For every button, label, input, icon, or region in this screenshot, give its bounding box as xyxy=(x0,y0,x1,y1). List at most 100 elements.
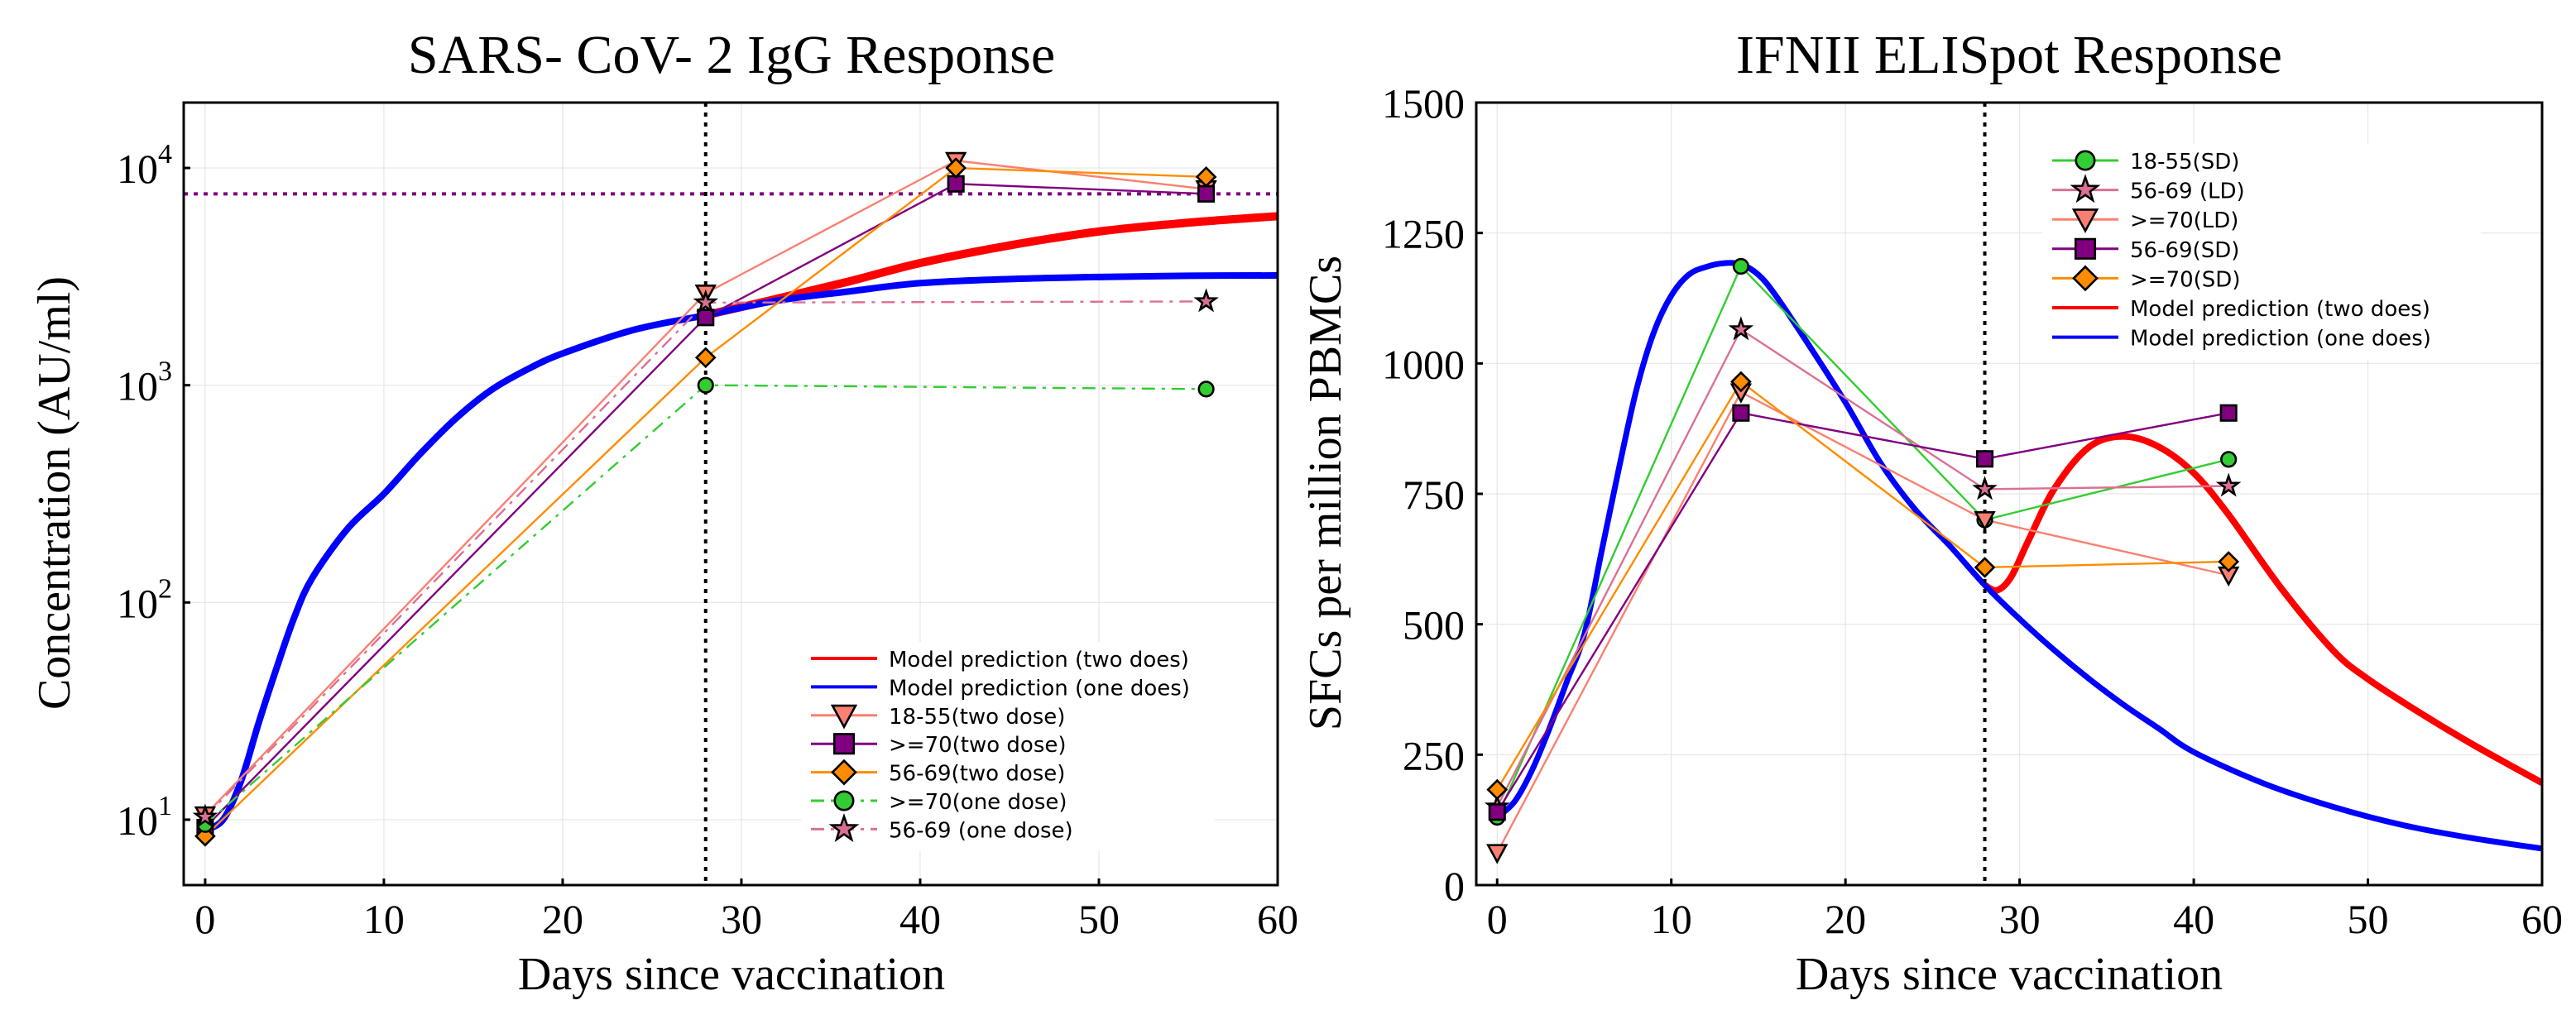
y-tick-label: 500 xyxy=(1403,602,1465,649)
y-tick-exponent: 1 xyxy=(158,791,172,821)
x-tick-label: 20 xyxy=(1825,896,1866,942)
x-tick-label: 40 xyxy=(2173,896,2214,942)
chart-title: IFNII ELISpot Response xyxy=(1736,25,2282,85)
data-point-star xyxy=(693,289,719,314)
legend-item: Model prediction (two does) xyxy=(2052,297,2430,322)
legend-background xyxy=(2042,144,2481,361)
series-line xyxy=(1496,411,2229,813)
x-tick-label: 20 xyxy=(542,896,583,942)
x-tick-label: 60 xyxy=(2521,896,2563,942)
legend-item: 18-55(SD) xyxy=(2052,150,2239,175)
elispot-response-chart: IFNII ELISpot Response Days since vaccin… xyxy=(1300,25,2563,1000)
legend-label: Model prediction (two does) xyxy=(2130,297,2430,322)
data-point-diamond xyxy=(194,825,216,847)
legend-item: 18-55(two dose) xyxy=(811,704,1065,730)
data-point-diamond xyxy=(1195,165,1217,188)
y-tick-base: 10 xyxy=(117,580,158,626)
y-tick-base: 10 xyxy=(117,363,158,409)
legend-item: >=70(LD) xyxy=(2052,208,2238,233)
legend-marker-diamond xyxy=(831,759,857,786)
data-point-diamond xyxy=(1486,778,1509,801)
series-line xyxy=(1496,390,2229,854)
y-tick-label: 1500 xyxy=(1382,80,1465,127)
legend-label: Model prediction (one does) xyxy=(2130,327,2431,352)
model-curve-two-dose xyxy=(1983,433,2542,786)
legend-item: >=70(two dose) xyxy=(811,733,1067,758)
legend-label: 18-55(two dose) xyxy=(889,705,1065,730)
x-tick-label: 0 xyxy=(194,896,215,942)
x-tick-label: 10 xyxy=(363,896,405,942)
legend-marker-square xyxy=(2074,237,2097,260)
data-point-star xyxy=(1193,288,1219,313)
y-tick-label: 1000 xyxy=(1382,341,1465,387)
series-line xyxy=(204,166,1206,837)
data-point-circle xyxy=(1197,381,1215,398)
y-tick-label: 104 xyxy=(117,139,172,192)
legend-label: Model prediction (one does) xyxy=(889,676,1190,701)
legend-marker-diamond xyxy=(2072,265,2099,292)
series-line xyxy=(1496,264,2229,818)
legend-item: 56-69 (one dose) xyxy=(811,813,1073,843)
data-point-triangle-down xyxy=(1974,510,1996,532)
legend-label: 56-69 (one dose) xyxy=(889,818,1073,843)
legend-item: >=70(SD) xyxy=(2052,265,2240,292)
legend-item: 56-69(SD) xyxy=(2052,237,2239,263)
y-tick-exponent: 4 xyxy=(158,139,172,170)
legend: Model prediction (two does) Model predict… xyxy=(801,642,1215,851)
legend-item: Model prediction (two does) xyxy=(811,648,1189,673)
legend: 18-55(SD) 56-69 (LD) >=70(LD) 56-69(SD) >=70… xyxy=(2042,144,2481,361)
y-tick-base: 10 xyxy=(117,797,158,844)
x-tick-label: 60 xyxy=(1257,896,1298,942)
legend-marker-star xyxy=(828,813,860,843)
data-point-square xyxy=(1732,404,1750,422)
data-point-star xyxy=(192,803,218,828)
y-tick-label: 101 xyxy=(117,791,172,844)
legend-label: >=70(two dose) xyxy=(889,733,1067,758)
chart-title: SARS- CoV- 2 IgG Response xyxy=(408,25,1055,85)
y-tick-base: 10 xyxy=(117,146,158,192)
series-line xyxy=(204,160,1206,816)
model-curve-one-dose xyxy=(203,272,1278,833)
data-point-square xyxy=(1488,803,1506,821)
x-axis-label: Days since vaccination xyxy=(1796,949,2223,1000)
data-point-diamond xyxy=(1974,557,1996,578)
x-tick-label: 50 xyxy=(1078,896,1120,942)
x-tick-label: 0 xyxy=(1487,896,1508,942)
y-tick-label: 1250 xyxy=(1382,211,1465,257)
x-tick-label: 30 xyxy=(1999,896,2041,942)
data-point-diamond xyxy=(2218,551,2240,572)
data-point-circle xyxy=(1732,257,1749,275)
data-point-star xyxy=(1728,316,1754,341)
x-axis-label: Days since vaccination xyxy=(518,949,945,1000)
y-tick-label: 0 xyxy=(1444,863,1465,909)
legend-marker-triangle-down xyxy=(830,704,858,730)
x-tick-label: 30 xyxy=(721,896,762,942)
data-point-square xyxy=(1197,184,1216,203)
plot-area xyxy=(1484,103,2542,885)
x-tick-label: 40 xyxy=(899,896,941,942)
legend-label: 56-69(two dose) xyxy=(889,762,1065,787)
data-point-circle xyxy=(2220,451,2238,468)
series-line xyxy=(204,183,1206,829)
legend-label: >=70(one dose) xyxy=(889,790,1067,815)
legend-label: >=70(LD) xyxy=(2130,208,2238,233)
y-axis-label: Concentration (AU/ml) xyxy=(29,276,80,710)
legend-marker-star xyxy=(2070,174,2101,203)
y-axis-label: SFCs per million PBMCs xyxy=(1300,256,1351,730)
data-point-diamond xyxy=(945,157,967,179)
y-tick-label: 750 xyxy=(1403,471,1465,518)
series-line xyxy=(1496,380,2229,791)
y-tick-exponent: 2 xyxy=(158,573,172,604)
series-line xyxy=(1496,328,2229,807)
plot-frame xyxy=(1475,101,2544,887)
data-point-square xyxy=(1975,450,1994,468)
data-point-diamond xyxy=(1730,371,1752,393)
legend-label: 56-69 (LD) xyxy=(2130,180,2245,204)
legend-label: >=70(SD) xyxy=(2130,267,2240,292)
plot-area xyxy=(184,103,1278,885)
x-tick-label: 10 xyxy=(1651,896,1692,942)
y-tick-exponent: 3 xyxy=(158,357,172,387)
data-point-diamond xyxy=(694,347,717,369)
x-tick-label: 50 xyxy=(2348,896,2389,942)
legend-item: >=70(one dose) xyxy=(811,790,1067,815)
